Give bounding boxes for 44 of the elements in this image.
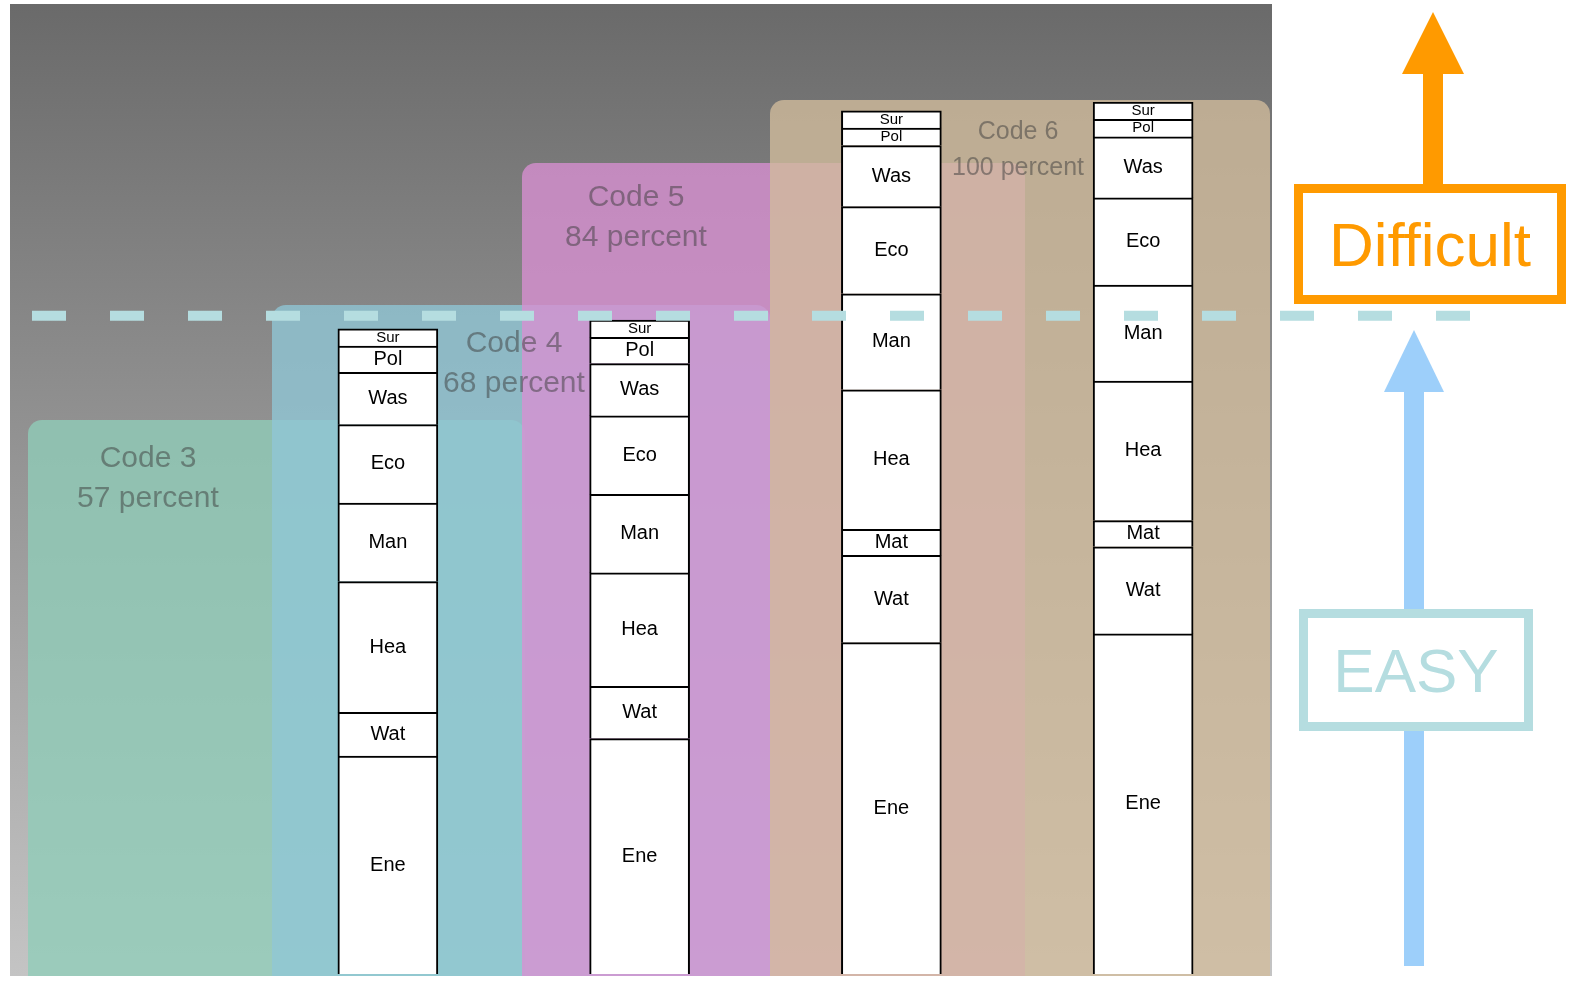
text: Wat bbox=[622, 699, 658, 722]
text: Sur bbox=[1131, 100, 1155, 118]
text: Hea bbox=[873, 447, 910, 470]
text: Code 3 bbox=[98, 439, 198, 475]
text: Eco bbox=[874, 237, 909, 260]
annotation: 68 percent bbox=[443, 364, 585, 400]
series-label: Eco bbox=[370, 451, 406, 474]
text: Pol bbox=[1132, 118, 1154, 136]
series-label: Wat bbox=[370, 721, 406, 744]
annotation: 100 percent bbox=[951, 151, 1085, 182]
text: Wat bbox=[873, 586, 909, 609]
text: Pol bbox=[880, 127, 903, 145]
text: Eco bbox=[622, 442, 657, 465]
text: Man bbox=[620, 521, 660, 544]
text: Was bbox=[1123, 154, 1163, 177]
series-label: Was bbox=[368, 386, 408, 408]
series-label: Pol bbox=[373, 346, 403, 369]
text: Sur bbox=[879, 109, 904, 127]
annotation: 84 percent bbox=[565, 218, 707, 254]
text: Man bbox=[1123, 320, 1163, 343]
annotation: Code 5 bbox=[586, 178, 686, 214]
text: Difficult bbox=[1294, 184, 1566, 304]
text: Hea bbox=[621, 617, 658, 640]
text: Ene bbox=[1125, 791, 1161, 814]
text: Hea bbox=[1124, 438, 1162, 461]
text: EASY bbox=[1299, 609, 1533, 731]
text: 57 percent bbox=[77, 479, 219, 515]
annotation: Code 4 bbox=[464, 324, 564, 360]
text: Wat bbox=[1125, 577, 1161, 600]
text: Ene bbox=[873, 795, 910, 818]
text: Pol bbox=[625, 338, 655, 361]
text: Sur bbox=[376, 327, 400, 345]
text: Ene bbox=[621, 843, 658, 866]
text: Was bbox=[871, 163, 912, 186]
annotation: Code 6 bbox=[976, 115, 1060, 146]
text: Man bbox=[871, 329, 911, 352]
series-label: Mat bbox=[874, 529, 909, 552]
series-label: Sur bbox=[627, 318, 652, 336]
series-label: Ene bbox=[370, 852, 406, 875]
series-label: Man bbox=[368, 529, 408, 552]
text: Mat bbox=[1126, 521, 1160, 544]
text: Was bbox=[619, 377, 660, 400]
text: Eco bbox=[1125, 229, 1161, 252]
series-label: Hea bbox=[369, 634, 408, 657]
